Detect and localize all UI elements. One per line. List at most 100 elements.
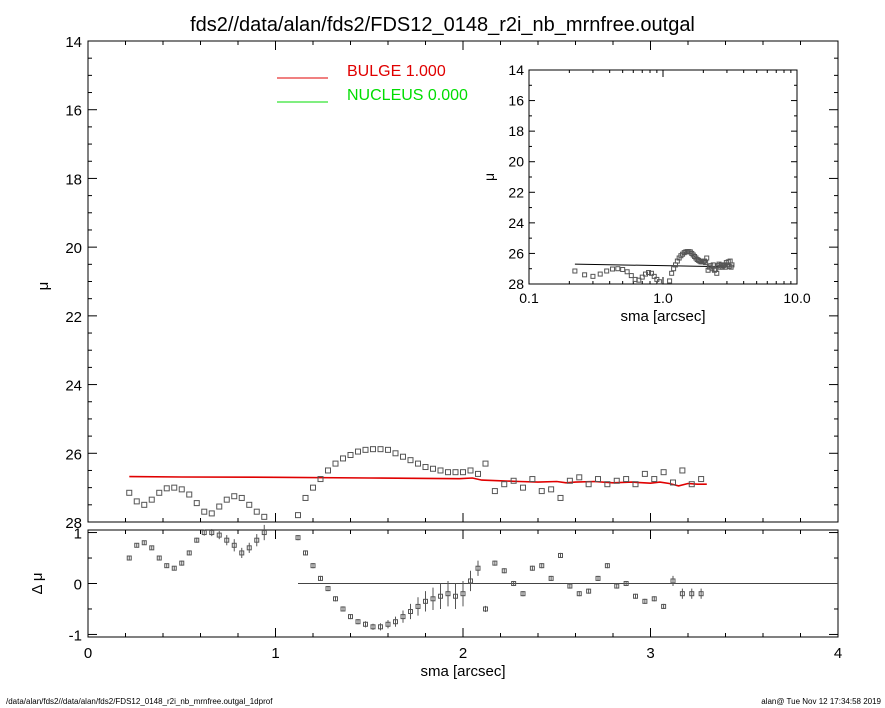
data-point <box>597 271 603 277</box>
data-point <box>201 530 207 536</box>
footer-file-path: /data/alan/fds2//data/alan/fds2/FDS12_01… <box>6 697 273 706</box>
data-point <box>604 268 610 274</box>
x-tick-label: 0.1 <box>519 290 539 306</box>
data-point <box>460 591 466 597</box>
data-point <box>141 501 148 508</box>
data-point <box>224 537 230 543</box>
data-point <box>385 621 391 627</box>
data-point <box>710 262 716 268</box>
data-point <box>340 606 346 612</box>
data-point <box>482 460 489 467</box>
data-point <box>171 565 177 571</box>
data-point <box>468 578 473 584</box>
data-point <box>475 565 481 571</box>
data-point <box>648 270 654 276</box>
x-tick-label: 10.0 <box>783 290 810 306</box>
y-tick-label: 26 <box>508 245 524 261</box>
data-point <box>408 609 413 615</box>
data-point <box>698 591 704 597</box>
data-point <box>529 565 535 571</box>
x-tick-label: 4 <box>834 645 842 662</box>
data-point <box>656 279 662 285</box>
data-point <box>231 542 237 548</box>
data-point <box>179 560 185 566</box>
data-point <box>586 588 592 594</box>
chart-title: fds2//data/alan/fds2/FDS12_0148_r2i_nb_m… <box>190 14 695 36</box>
data-point <box>679 591 685 597</box>
data-point <box>491 488 498 495</box>
data-point <box>689 591 695 597</box>
data-point <box>548 575 554 581</box>
data-point <box>133 498 140 505</box>
data-point <box>704 255 710 261</box>
data-point <box>415 460 421 467</box>
data-point <box>178 486 185 493</box>
data-point <box>729 262 735 268</box>
data-point <box>511 581 517 586</box>
data-point <box>520 484 526 491</box>
data-point <box>164 563 170 569</box>
data-point <box>590 273 596 279</box>
main-plot: 14 16 18 20 22 24 26 28 μ BULGE 1.000 NUCLEUS 0.00… <box>35 34 839 532</box>
data-point <box>510 477 517 484</box>
data-point <box>332 460 339 467</box>
bulge-series-line <box>129 475 707 487</box>
data-point <box>415 603 421 609</box>
data-point <box>362 446 369 453</box>
y-tick-label: 20 <box>508 154 524 170</box>
y-axis-label: μ <box>481 173 497 181</box>
data-point <box>670 479 676 486</box>
data-point <box>216 503 223 510</box>
x-tick-label: 3 <box>646 645 654 662</box>
data-point <box>347 452 354 459</box>
data-point <box>141 540 147 546</box>
y-tick-label: 24 <box>508 215 524 231</box>
data-point <box>325 467 331 474</box>
data-point <box>423 598 428 604</box>
data-point <box>333 596 338 602</box>
data-point <box>576 591 582 597</box>
data-point <box>452 469 459 476</box>
data-point <box>661 603 667 609</box>
main-frame <box>87 40 839 523</box>
data-point <box>651 476 658 483</box>
data-point <box>216 532 222 538</box>
data-point <box>572 268 578 274</box>
data-point <box>186 550 192 556</box>
data-point <box>453 593 458 599</box>
data-point <box>501 568 507 574</box>
data-point <box>520 591 526 597</box>
data-point <box>646 270 652 276</box>
data-point <box>445 591 451 597</box>
data-point <box>303 550 308 556</box>
data-point <box>171 484 178 491</box>
data-point <box>566 477 573 484</box>
data-point <box>595 476 601 483</box>
data-point <box>310 484 316 491</box>
y-tick-label: 0 <box>74 577 82 594</box>
data-point <box>438 593 443 599</box>
data-point <box>156 555 162 561</box>
y-tick-label: 14 <box>65 34 82 51</box>
data-point <box>378 624 383 630</box>
data-point <box>623 476 630 483</box>
data-point <box>576 474 583 481</box>
data-point <box>370 446 376 453</box>
y-tick-label: 1 <box>74 526 82 543</box>
y-tick-label: 26 <box>65 446 82 463</box>
data-point <box>698 476 705 483</box>
data-point <box>610 266 616 272</box>
y-tick-label: 22 <box>65 309 82 326</box>
legend-label: BULGE 1.000 <box>347 63 446 80</box>
data-point <box>355 619 361 625</box>
data-point <box>623 581 629 586</box>
data-point <box>614 583 620 589</box>
data-point <box>667 278 673 284</box>
data-point <box>126 489 133 496</box>
data-point <box>325 586 331 592</box>
y-tick-label: 16 <box>508 93 524 109</box>
data-point <box>134 542 140 548</box>
data-point <box>632 481 639 488</box>
